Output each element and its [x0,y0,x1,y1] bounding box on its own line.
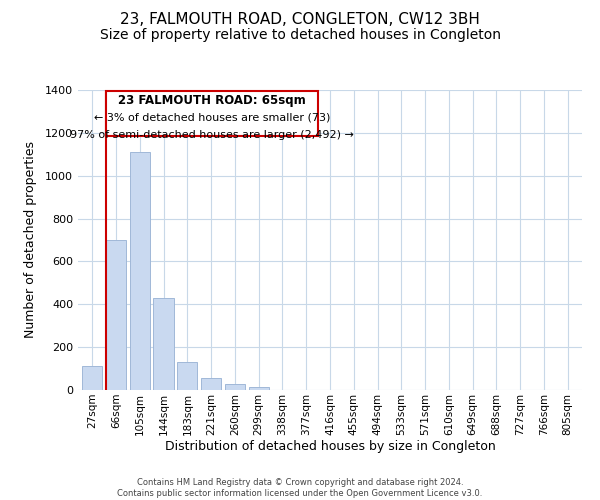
Bar [82,366,103,390]
Y-axis label: Number of detached properties: Number of detached properties [23,142,37,338]
X-axis label: Distribution of detached houses by size in Congleton: Distribution of detached houses by size … [164,440,496,454]
Bar [130,152,150,390]
Text: 97% of semi-detached houses are larger (2,492) →: 97% of semi-detached houses are larger (… [70,130,354,140]
Text: ← 3% of detached houses are smaller (73): ← 3% of detached houses are smaller (73) [94,112,330,122]
Text: Size of property relative to detached houses in Congleton: Size of property relative to detached ho… [100,28,500,42]
Bar [106,240,126,390]
Text: Contains HM Land Registry data © Crown copyright and database right 2024.
Contai: Contains HM Land Registry data © Crown c… [118,478,482,498]
Text: 23, FALMOUTH ROAD, CONGLETON, CW12 3BH: 23, FALMOUTH ROAD, CONGLETON, CW12 3BH [120,12,480,28]
Bar [154,298,173,390]
Bar [177,362,197,390]
Bar [248,387,269,390]
Text: 23 FALMOUTH ROAD: 65sqm: 23 FALMOUTH ROAD: 65sqm [118,94,306,106]
Bar [201,378,221,390]
Bar [225,384,245,390]
